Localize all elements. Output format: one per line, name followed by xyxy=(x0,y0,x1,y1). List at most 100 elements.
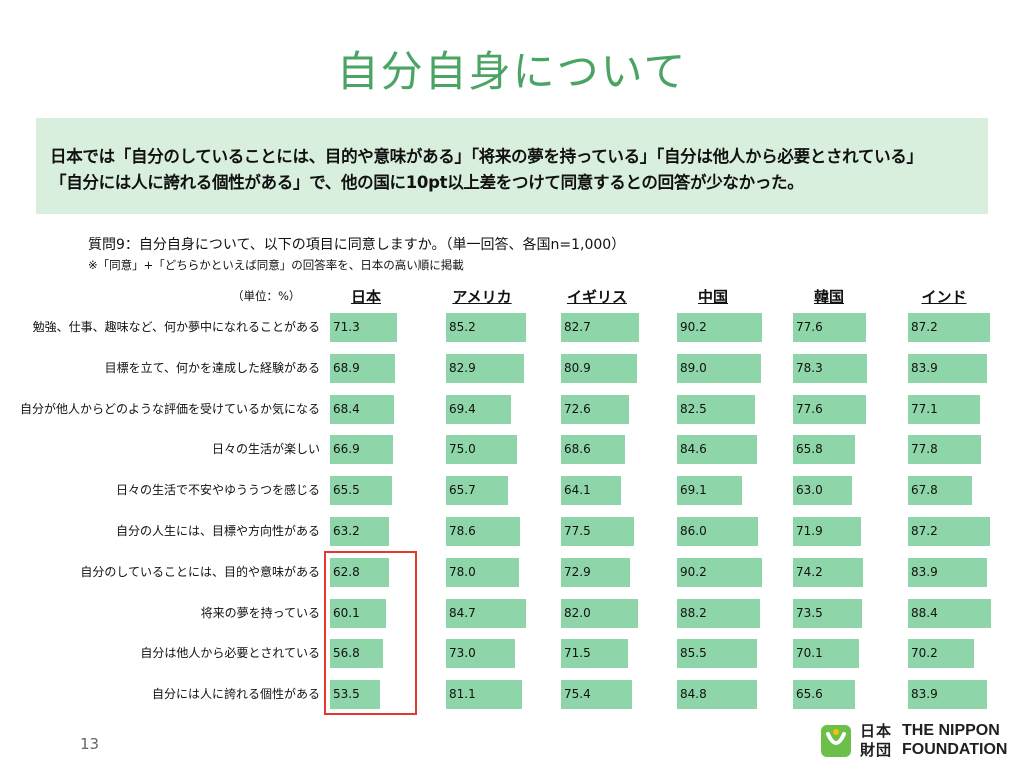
bar-value-label: 82.7 xyxy=(564,320,591,334)
bar xyxy=(793,353,867,383)
bar-value-label: 64.1 xyxy=(564,483,591,498)
bar xyxy=(330,598,387,628)
bar xyxy=(330,435,393,465)
bar-value-label: 86.0 xyxy=(680,524,707,538)
bar xyxy=(908,557,987,587)
bar-value-label: 83.9 xyxy=(911,687,938,702)
bar-value-label: 66.9 xyxy=(333,442,360,457)
category-label: 日々の生活で不安やゆううつを感じる xyxy=(115,483,320,498)
bar-value-label: 82.0 xyxy=(564,605,591,620)
bar-value-label: 82.9 xyxy=(449,360,476,375)
summary-line-1: 日本では「自分のしていることには、目的や意味がある」「将来の夢を持っている」「自… xyxy=(50,147,923,166)
bar-value-label: 85.2 xyxy=(449,320,476,334)
summary-box: 日本では「自分のしていることには、目的や意味がある」「将来の夢を持っている」「自… xyxy=(36,118,988,214)
country-header: イギリス xyxy=(566,288,627,306)
bar xyxy=(330,639,384,669)
bar-value-label: 84.6 xyxy=(680,442,707,457)
logo-en-line-1: THE NIPPON xyxy=(902,722,1000,739)
bar-value-label: 71.3 xyxy=(333,320,360,334)
bar-value-label: 60.1 xyxy=(333,605,360,620)
bar xyxy=(446,517,520,546)
bar xyxy=(677,313,762,342)
bar-value-label: 78.6 xyxy=(449,524,476,538)
bar-value-label: 63.2 xyxy=(333,524,360,538)
bar xyxy=(793,598,863,628)
bar-value-label: 80.9 xyxy=(564,360,591,375)
bar xyxy=(446,476,508,506)
summary-line-2: 「自分には人に誇れる個性がある」で、他の国に10pt以上差をつけて同意するとの回… xyxy=(50,173,804,192)
bar xyxy=(330,394,395,424)
category-label: 将来の夢を持っている xyxy=(200,605,320,620)
bar xyxy=(793,313,866,342)
category-label: 目標を立て、何かを達成した経験がある xyxy=(104,360,320,375)
bar xyxy=(446,353,524,383)
bar xyxy=(561,680,632,710)
bar-value-label: 75.0 xyxy=(449,442,476,457)
bar-value-label: 90.2 xyxy=(680,320,707,334)
category-label: 自分は他人から必要とされている xyxy=(140,646,320,661)
bar xyxy=(561,353,638,383)
category-label: 自分の人生には、目標や方向性がある xyxy=(115,524,320,538)
bar-value-label: 73.5 xyxy=(796,605,823,620)
bar xyxy=(330,476,392,506)
bar xyxy=(330,557,390,587)
bar-value-label: 53.5 xyxy=(333,687,360,702)
bar xyxy=(677,476,742,506)
bar-value-label: 68.9 xyxy=(333,360,360,375)
bar-value-label: 82.5 xyxy=(680,401,707,416)
bar xyxy=(561,435,626,465)
bar xyxy=(793,394,866,424)
country-header: 韓国 xyxy=(813,288,844,306)
bar xyxy=(677,353,761,383)
bar-value-label: 89.0 xyxy=(680,360,707,375)
bar-value-label: 73.0 xyxy=(449,646,476,661)
bar xyxy=(908,598,992,628)
bar-value-label: 84.8 xyxy=(680,687,707,702)
bar xyxy=(677,639,758,669)
bar xyxy=(908,680,987,710)
bar-value-label: 78.3 xyxy=(796,360,823,375)
bar xyxy=(677,517,758,546)
bar-value-label: 77.1 xyxy=(911,401,938,416)
bar-value-label: 56.8 xyxy=(333,646,360,661)
bar-value-label: 77.6 xyxy=(796,401,823,416)
bar xyxy=(446,598,526,628)
country-header: 日本 xyxy=(350,288,381,306)
bar xyxy=(561,598,639,628)
bar xyxy=(446,639,515,669)
bar-value-label: 71.9 xyxy=(796,524,823,538)
highlight-box xyxy=(324,551,417,715)
bar-value-label: 62.8 xyxy=(333,564,360,579)
bar-value-label: 85.5 xyxy=(680,646,707,661)
bar xyxy=(908,394,981,424)
bar xyxy=(561,476,622,506)
bar-value-label: 87.2 xyxy=(911,524,938,538)
bar xyxy=(908,476,972,506)
note-text: ※「同意」+「どちらかといえば同意」の回答率を、日本の高い順に掲載 xyxy=(88,258,464,272)
bar xyxy=(561,517,634,546)
category-label: 日々の生活が楽しい xyxy=(211,442,320,457)
bar-value-label: 75.4 xyxy=(564,687,591,702)
bar xyxy=(330,353,395,383)
bar xyxy=(561,557,630,587)
bar xyxy=(330,680,381,710)
bar xyxy=(446,313,527,342)
question-text: 質問9：自分自身について、以下の項目に同意しますか。（単一回答、各国n=1,00… xyxy=(88,237,626,253)
bar-value-label: 65.5 xyxy=(333,483,360,498)
bar-value-label: 68.6 xyxy=(564,442,591,457)
bar-value-label: 65.8 xyxy=(796,442,823,457)
bar-value-label: 72.9 xyxy=(564,564,591,579)
bar xyxy=(908,517,990,546)
bar-value-label: 87.2 xyxy=(911,320,938,334)
bar-value-label: 69.1 xyxy=(680,483,707,498)
bar xyxy=(908,353,987,383)
bar xyxy=(446,394,512,424)
country-header: アメリカ xyxy=(452,288,512,306)
bar xyxy=(793,517,861,546)
bar xyxy=(330,313,398,342)
bar-value-label: 69.4 xyxy=(449,401,476,416)
bar xyxy=(793,476,853,506)
bar-value-label: 81.1 xyxy=(449,687,476,702)
bar-value-label: 70.2 xyxy=(911,646,938,661)
page-number: 13 xyxy=(80,735,100,753)
